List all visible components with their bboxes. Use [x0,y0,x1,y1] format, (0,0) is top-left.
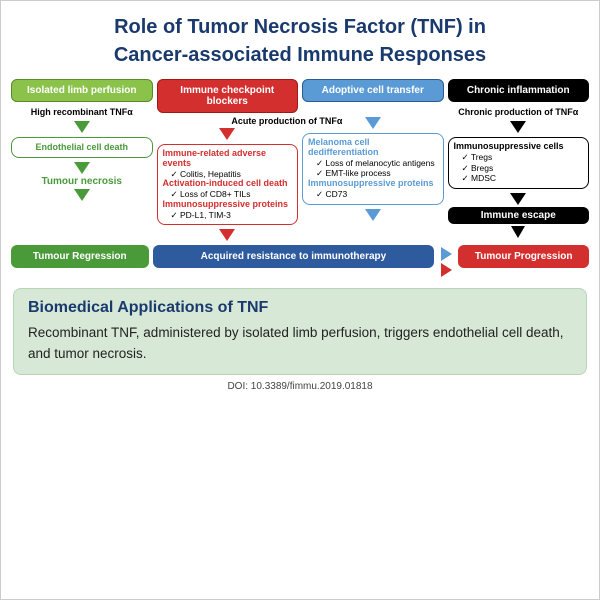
doi-text: DOI: 10.3389/fimmu.2019.01818 [1,381,599,392]
header-chronic: Chronic inflammation [448,79,590,102]
footer-title: Biomedical Applications of TNF [28,299,572,317]
arrow-down-icon [510,193,526,205]
box-immunosupp: Immunosuppressive cells Tregs Bregs MDSC [448,137,590,189]
box-endothelial: Endothelial cell death [11,137,153,158]
box-acquired-resistance: Acquired resistance to immunotherapy [153,245,435,268]
outcome-row: Tumour Regression Acquired resistance to… [1,245,599,278]
arrow-right-icon [441,247,452,261]
arrow-down-icon [74,189,90,201]
footer-panel: Biomedical Applications of TNF Recombina… [13,288,587,375]
box-progression: Tumour Progression [458,245,589,268]
box-melanoma: Melanoma cell dedifferentiation Loss of … [302,133,444,205]
header-icb: Immune checkpoint blockers [157,79,299,113]
header-act: Adoptive cell transfer [302,79,444,102]
flowchart-columns: Isolated limb perfusion High recombinant… [1,79,599,243]
col-isolated-limb: Isolated limb perfusion High recombinant… [11,79,153,243]
sub-chronic: Chronic production of TNFα [458,107,578,117]
box-immune-escape: Immune escape [448,207,590,224]
sub-high-tnf: High recombinant TNFα [31,107,133,117]
arrow-down-icon [511,226,525,238]
arrow-down-icon [510,121,526,133]
main-title: Role of Tumor Necrosis Factor (TNF) inCa… [1,1,599,79]
box-irae: Immune-related adverse events Colitis, H… [157,144,299,225]
arrow-down-icon [219,128,235,140]
text-tumour-necrosis: Tumour necrosis [42,176,122,187]
arrow-down-icon [365,209,381,221]
sub-acute: Acute production of TNFα [231,116,342,126]
box-regression: Tumour Regression [11,245,149,268]
col-chronic: Chronic inflammation Chronic production … [448,79,590,243]
arrow-down-icon [74,121,90,133]
col-adoptive: Adoptive cell transfer x Melanoma cell d… [302,79,444,243]
arrow-down-icon [365,117,381,129]
arrow-down-icon [74,162,90,174]
arrow-down-icon [219,229,235,241]
col-checkpoint: Immune checkpoint blockers Acute product… [157,79,299,243]
header-ilp: Isolated limb perfusion [11,79,153,102]
footer-text: Recombinant TNF, administered by isolate… [28,323,572,364]
arrow-right-icon [441,263,452,277]
